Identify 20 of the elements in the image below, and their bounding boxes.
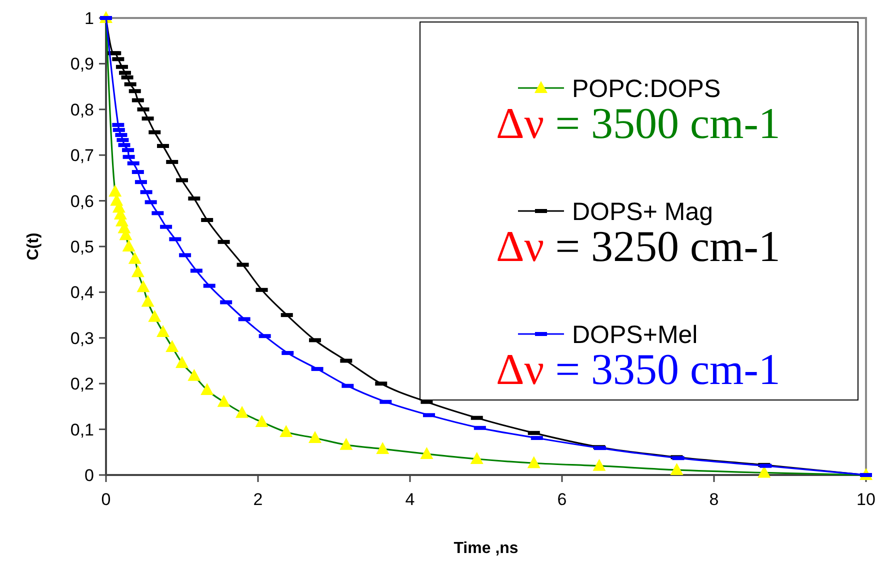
x-axis-title: Time ,ns <box>454 540 518 557</box>
y-tick-label: 0,3 <box>70 328 94 348</box>
y-tick-label: 0,9 <box>70 54 94 74</box>
y-tick-label: 0,4 <box>70 283 94 302</box>
y-tick-label: 1 <box>84 8 94 28</box>
y-tick-label: 0,6 <box>70 192 94 211</box>
legend-label: DOPS+ Mag <box>572 198 714 226</box>
x-tick-label: 4 <box>405 490 415 509</box>
x-tick-label: 8 <box>709 490 719 509</box>
y-tick-label: 0,1 <box>70 420 94 440</box>
y-tick-label: 0,2 <box>70 374 94 394</box>
y-tick-label: 0,7 <box>70 146 94 166</box>
x-tick-label: 0 <box>101 490 111 509</box>
x-tick-label: 2 <box>253 490 263 509</box>
x-tick-label: 6 <box>557 490 567 509</box>
x-tick-label: 10 <box>856 490 876 509</box>
y-axis-title: C(t) <box>25 232 42 260</box>
y-tick-label: 0 <box>84 466 94 485</box>
y-tick-label: 0,5 <box>70 237 94 256</box>
y-tick-label: 0,8 <box>70 100 94 120</box>
